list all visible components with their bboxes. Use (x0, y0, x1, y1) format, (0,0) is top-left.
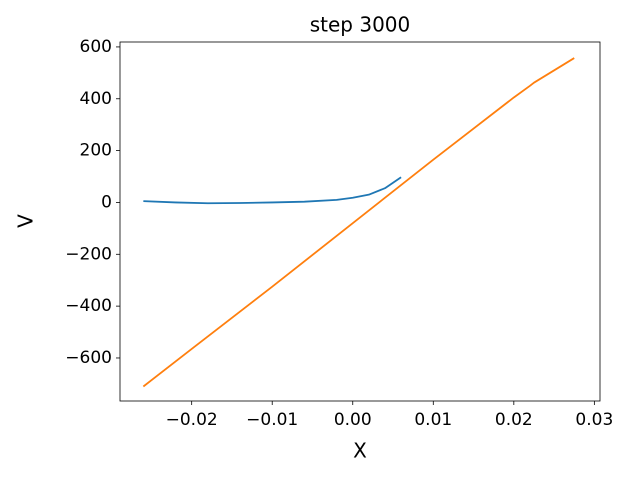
y-tick-label: −600 (65, 348, 112, 368)
chart-title: step 3000 (310, 13, 411, 37)
x-tick-label: 0.01 (414, 410, 452, 430)
y-tick-label: −400 (65, 296, 112, 316)
x-tick-label: 0.03 (575, 410, 613, 430)
x-tick-label: 0.00 (334, 410, 372, 430)
y-tick-label: 600 (80, 37, 112, 57)
y-tick-label: 200 (80, 141, 112, 161)
y-tick-label: −200 (65, 244, 112, 264)
y-tick-label: 0 (101, 192, 112, 212)
series-line (143, 176, 402, 205)
x-tick-label: 0.02 (495, 410, 533, 430)
y-tick-label: 400 (80, 89, 112, 109)
series-line (142, 57, 575, 388)
x-axis-label: X (353, 439, 367, 463)
y-axis-label: V (14, 214, 38, 228)
x-tick-label: −0.02 (166, 410, 218, 430)
x-tick-label: −0.01 (246, 410, 298, 430)
plot-frame (119, 41, 601, 402)
